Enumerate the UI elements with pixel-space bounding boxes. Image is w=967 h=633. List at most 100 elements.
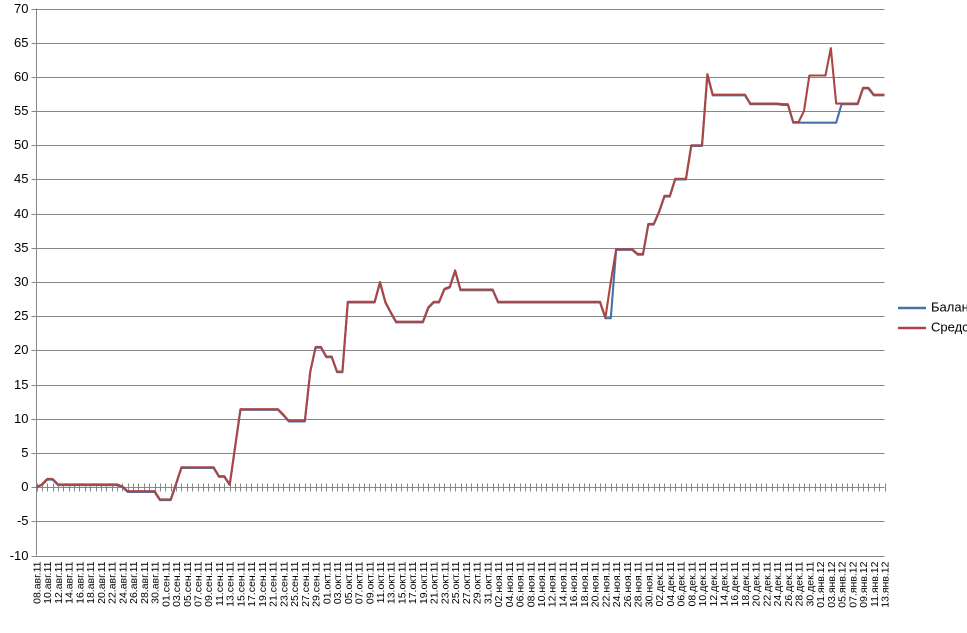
- x-axis-tick-label: 22.дек.11: [761, 561, 773, 606]
- x-axis-tick-label: 07.янв.12: [847, 561, 859, 607]
- x-axis-tick-label: 24.ноя.11: [611, 561, 623, 607]
- x-axis-tick-label: 23.сен.11: [278, 561, 290, 606]
- x-axis-tick-label: 26.ноя.11: [622, 561, 634, 607]
- y-axis-tick-label: -5: [17, 513, 29, 528]
- x-axis-tick-label: 21.окт.11: [429, 561, 441, 604]
- y-axis-tick-label: 30: [14, 274, 28, 289]
- x-axis-tick-label: 31.окт.11: [482, 561, 494, 604]
- x-axis-tick-label: 13.сен.11: [225, 561, 237, 606]
- x-axis-tick-label: 28.авг.11: [139, 561, 151, 604]
- x-axis-tick-label: 06.дек.11: [676, 561, 688, 606]
- y-axis-tick-label: 45: [14, 171, 28, 186]
- x-axis-tick-label: 13.окт.11: [386, 561, 398, 604]
- x-axis-tick-label: 16.ноя.11: [568, 561, 580, 607]
- x-axis-tick-label: 01.сен.11: [160, 561, 172, 606]
- x-axis-tick-label: 29.сен.11: [311, 561, 323, 606]
- x-axis-tick-label: 20.ноя.11: [590, 561, 602, 607]
- x-axis-tick-label: 30.дек.11: [804, 561, 816, 606]
- y-axis-tick-label: 40: [14, 206, 28, 221]
- x-axis-tick-label: 26.авг.11: [128, 561, 140, 604]
- x-axis-tick-label: 08.ноя.11: [525, 561, 537, 607]
- x-axis-tick-label: 04.дек.11: [665, 561, 677, 606]
- x-axis-tick-label: 01.янв.12: [815, 561, 827, 607]
- x-axis-tick-label: 12.ноя.11: [547, 561, 559, 607]
- x-axis-tick-label: 03.сен.11: [171, 561, 183, 606]
- y-axis-tick-label: 50: [14, 137, 28, 152]
- chart-legend: Баланс Средства: [898, 299, 967, 334]
- x-axis-tick-label: 30.ноя.11: [643, 561, 655, 607]
- x-axis-tick-label: 09.окт.11: [364, 561, 376, 604]
- x-axis-tick-label: 02.дек.11: [654, 561, 666, 606]
- y-axis-tick-label: 10: [14, 411, 28, 426]
- x-axis-tick-label: 28.ноя.11: [633, 561, 645, 607]
- x-axis-tick-label: 09.сен.11: [203, 561, 215, 606]
- x-axis-tick-label: 03.окт.11: [332, 561, 344, 604]
- legend-label-balance: Баланс: [931, 299, 967, 314]
- x-axis-tick-label: 08.дек.11: [686, 561, 698, 606]
- x-axis-tick-label: 18.авг.11: [85, 561, 97, 604]
- x-axis-tick-label: 08.авг.11: [32, 561, 44, 604]
- x-axis-tick-label: 24.дек.11: [772, 561, 784, 606]
- x-axis-tick-label: 15.сен.11: [235, 561, 247, 606]
- x-axis-tick-label: 05.сен.11: [182, 561, 194, 606]
- x-axis-tick-label: 21.сен.11: [268, 561, 280, 606]
- y-axis-tick-label: 35: [14, 240, 28, 255]
- x-axis-tick-label: 22.авг.11: [107, 561, 119, 604]
- x-axis-tick-label: 04.ноя.11: [504, 561, 516, 607]
- x-axis-tick-label: 07.окт.11: [354, 561, 366, 604]
- x-axis-tick-label: 09.янв.12: [858, 561, 870, 607]
- x-axis-tick-marks: [36, 483, 886, 492]
- data-series: [36, 47, 885, 502]
- y-axis-tick-label: 20: [14, 342, 28, 357]
- x-axis-tick-label: 20.авг.11: [96, 561, 108, 604]
- x-axis-tick-label: 18.ноя.11: [579, 561, 591, 607]
- x-axis-tick-label: 01.окт.11: [321, 561, 333, 604]
- y-axis-tick-label: 5: [21, 445, 28, 460]
- x-axis-tick-label: 12.авг.11: [53, 561, 65, 604]
- y-axis-tick-label: -10: [10, 548, 29, 563]
- x-axis-tick-label: 17.окт.11: [407, 561, 419, 604]
- x-axis-tick-label: 05.янв.12: [837, 561, 849, 607]
- y-axis-tick-label: 70: [14, 1, 28, 16]
- x-axis-tick-labels: 08.авг.1110.авг.1112.авг.1114.авг.1116.а…: [32, 561, 892, 607]
- x-axis-tick-label: 18.дек.11: [740, 561, 752, 606]
- x-axis-tick-label: 11.сен.11: [214, 561, 226, 606]
- x-axis-tick-label: 12.дек.11: [708, 561, 720, 606]
- x-axis-tick-label: 27.окт.11: [461, 561, 473, 604]
- x-axis-tick-label: 10.авг.11: [42, 561, 54, 604]
- y-axis-tick-label: 0: [21, 479, 28, 494]
- x-axis-tick-label: 22.ноя.11: [600, 561, 612, 607]
- y-axis-tick-label: 60: [14, 69, 28, 84]
- y-axis-tick-label: 65: [14, 35, 28, 50]
- x-axis-tick-label: 11.окт.11: [375, 561, 387, 603]
- x-axis-tick-label: 27.сен.11: [300, 561, 312, 606]
- x-axis-tick-label: 10.ноя.11: [536, 561, 548, 607]
- x-axis-tick-label: 23.окт.11: [439, 561, 451, 604]
- x-axis-tick-label: 14.ноя.11: [557, 561, 569, 607]
- x-axis-tick-label: 14.авг.11: [64, 561, 76, 604]
- y-axis-tick-label: 25: [14, 308, 28, 323]
- x-axis-tick-label: 19.сен.11: [257, 561, 269, 606]
- x-axis-tick-label: 17.сен.11: [246, 561, 258, 606]
- x-axis-tick-label: 11.янв.12: [869, 561, 881, 607]
- x-axis-tick-label: 30.авг.11: [150, 561, 162, 604]
- x-axis-tick-label: 10.дек.11: [697, 561, 709, 606]
- x-axis-tick-label: 06.ноя.11: [515, 561, 527, 607]
- x-axis-tick-label: 19.окт.11: [418, 561, 430, 604]
- x-axis-tick-label: 03.янв.12: [826, 561, 838, 607]
- x-axis-tick-label: 29.окт.11: [472, 561, 484, 604]
- x-axis-tick-label: 02.ноя.11: [493, 561, 505, 607]
- x-axis-tick-label: 28.дек.11: [794, 561, 806, 606]
- x-axis-tick-label: 25.сен.11: [289, 561, 301, 606]
- y-axis-tick-label: 15: [14, 377, 28, 392]
- x-axis-tick-label: 25.окт.11: [450, 561, 462, 604]
- x-axis-tick-label: 16.дек.11: [729, 561, 741, 606]
- x-axis-tick-label: 26.дек.11: [783, 561, 795, 606]
- x-axis-tick-label: 05.окт.11: [343, 561, 355, 604]
- x-axis-tick-label: 24.авг.11: [117, 561, 129, 604]
- x-axis-tick-label: 20.дек.11: [751, 561, 763, 606]
- x-axis-tick-label: 14.дек.11: [718, 561, 730, 606]
